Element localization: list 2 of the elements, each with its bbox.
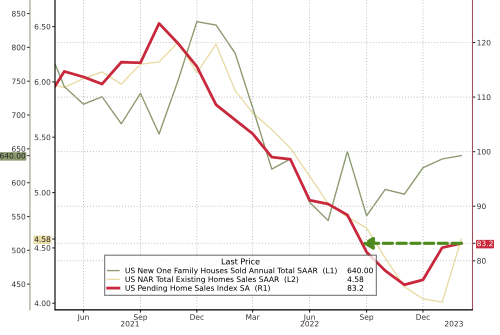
legend-title: Last Price bbox=[222, 258, 260, 264]
line-series bbox=[55, 20, 462, 222]
